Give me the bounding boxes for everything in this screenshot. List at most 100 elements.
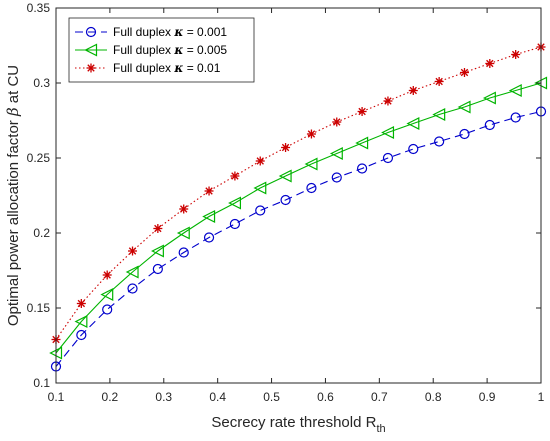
series-2: [49, 76, 548, 360]
series-1-point: [434, 136, 445, 147]
series-1-point: [510, 112, 521, 123]
series-1-point: [178, 247, 189, 258]
series-3-point: [485, 59, 495, 68]
legend-label-symbol: κ: [173, 61, 183, 75]
legend-entry-3: Full duplex κ = 0.01: [75, 61, 221, 75]
series-3-point: [128, 246, 138, 256]
series-1-point: [102, 304, 113, 315]
series-3-line: [55, 46, 542, 340]
legend-label-prefix: Full duplex: [113, 25, 174, 39]
y-tick-label: 0.25: [27, 151, 51, 165]
series-3-point: [281, 143, 291, 152]
x-tick-label: 1: [538, 390, 545, 404]
series-1-point: [306, 182, 317, 194]
series-1-point: [203, 232, 215, 243]
legend-label: Full duplex κ = 0.001: [113, 25, 227, 39]
series-3-point: [76, 299, 86, 308]
series-1: [50, 106, 547, 372]
y-tick-label: 0.15: [27, 301, 51, 315]
series-1-point: [127, 283, 138, 294]
legend-label-suffix: = 0.001: [183, 25, 227, 39]
legend-label-symbol: κ: [173, 25, 183, 39]
axes-box: [55, 7, 542, 384]
legend-label-prefix: Full duplex: [113, 61, 174, 75]
legend-marker: [85, 26, 97, 38]
series-1-point: [76, 329, 87, 341]
series-3-point: [204, 186, 214, 196]
series-2-point: [202, 210, 216, 223]
legend-entry-1: Full duplex κ = 0.001: [75, 25, 227, 39]
series-2-point: [482, 91, 496, 105]
legend-label-symbol: κ: [173, 43, 183, 57]
series-3-point: [230, 171, 240, 181]
y-tick-label: 0.1: [33, 376, 50, 390]
series-2-line: [55, 82, 542, 354]
series-1-point: [331, 172, 342, 183]
legend-marker: [84, 43, 98, 57]
series-1-point: [229, 218, 241, 230]
series-2-point: [381, 126, 395, 139]
x-tick-label: 0.6: [317, 390, 334, 404]
series-3: [51, 42, 546, 344]
series-3-point: [332, 117, 342, 127]
series-2-point: [457, 100, 471, 114]
series-3-point: [434, 77, 444, 86]
y-axis-title-symbol: β: [4, 107, 22, 117]
series-3-point: [153, 224, 163, 233]
legend-label: Full duplex κ = 0.005: [113, 43, 227, 57]
legend-label-suffix: = 0.01: [183, 61, 220, 75]
series-2-point: [278, 169, 292, 183]
series-2-point: [432, 108, 446, 121]
y-axis-title-suffix: at CU: [5, 65, 22, 108]
series-2-point: [74, 315, 88, 328]
x-tick-label: 0.9: [479, 390, 496, 404]
series-1-point: [152, 263, 163, 275]
x-tick-label: 0.5: [263, 390, 280, 404]
plot-area: [49, 42, 548, 372]
y-tick-label: 0.2: [33, 226, 50, 240]
series-3-point: [255, 156, 265, 166]
axes: 0.1 0.2 0.3 0.4 0.5 0.6 0.7 0.8 0.9 1 0.1 0.15 0.2 0.…: [4, 1, 545, 435]
legend-label-suffix: = 0.005: [183, 43, 227, 57]
series-1-point: [382, 152, 394, 164]
series-1-point: [484, 119, 495, 131]
series-3-point: [102, 270, 112, 280]
series-2-point: [228, 196, 242, 210]
series-3-point: [383, 96, 393, 106]
x-tick-label: 0.3: [155, 390, 172, 404]
series-3-point: [357, 107, 367, 116]
series-3-point: [459, 68, 469, 77]
series-1-point: [356, 163, 368, 174]
series-2-point: [176, 226, 190, 240]
series-2-point: [355, 136, 369, 150]
series-3-point: [179, 204, 189, 214]
y-axis-title: Optimal power allocation factor β at CU: [4, 65, 22, 326]
series-2-point: [508, 84, 522, 97]
x-axis-title-text: Secrecy rate threshold R: [211, 414, 376, 431]
series-3-point: [306, 129, 316, 139]
legend-label: Full duplex κ = 0.01: [113, 61, 221, 75]
series-1-point: [459, 128, 470, 140]
legend-marker: [86, 63, 96, 73]
series-3-point: [408, 86, 418, 95]
legend-entry-2: Full duplex κ = 0.005: [75, 43, 227, 57]
series-1-point: [255, 205, 266, 216]
legend-label-prefix: Full duplex: [113, 43, 174, 57]
series-2-point: [406, 117, 420, 130]
y-tick-label: 0.35: [27, 1, 51, 15]
series-3-point: [511, 50, 521, 59]
x-tick-label: 0.1: [48, 390, 65, 404]
series-1-point: [408, 143, 419, 155]
series-2-point: [253, 181, 267, 195]
series-2-point: [329, 147, 343, 160]
x-tick-label: 0.7: [371, 390, 388, 404]
x-tick-label: 0.4: [209, 390, 226, 404]
y-axis-title-text: Optimal power allocation factor: [5, 116, 22, 326]
series-1-point: [280, 194, 291, 206]
x-axis-title-subscript: th: [376, 423, 385, 435]
series-2-point: [100, 288, 114, 301]
x-tick-label: 0.8: [425, 390, 442, 404]
series-1-line: [55, 110, 542, 367]
